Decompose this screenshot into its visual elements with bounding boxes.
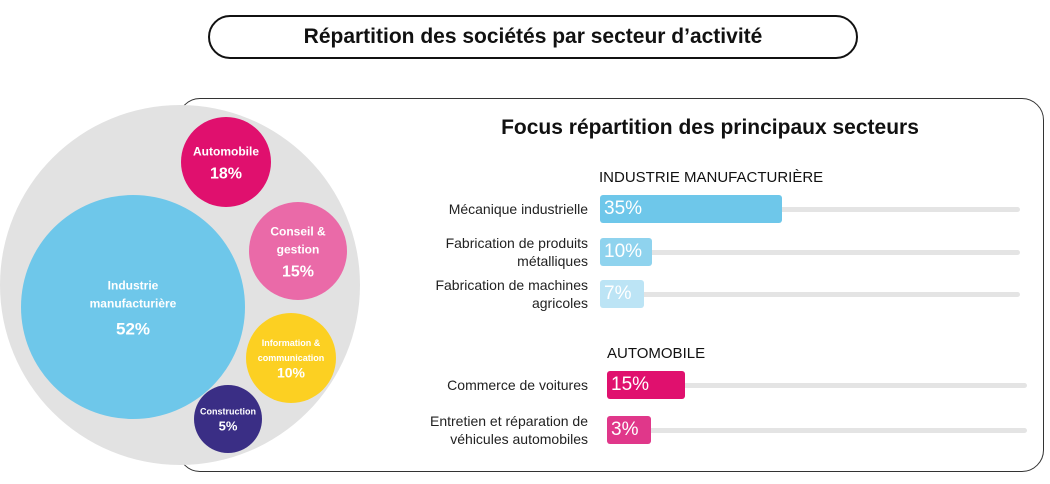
bubble-label-information-communication: communication: [258, 353, 325, 363]
bar-category-label: Fabrication de machines agricoles: [435, 277, 588, 311]
bar-track: [600, 250, 1020, 255]
bubble-label-industrie-manufacturiere: manufacturière: [90, 297, 177, 311]
bar-value-label: 3%: [611, 419, 639, 440]
bar: 3%: [607, 416, 651, 444]
bar-track: [607, 383, 1027, 388]
chart-title: Répartition des sociétés par secteur d’a…: [208, 15, 858, 59]
bar-track: [607, 428, 1027, 433]
bubble-automobile: [181, 117, 271, 207]
bubble-label-information-communication: Information &: [262, 338, 321, 348]
bar-value-label: 10%: [604, 241, 643, 262]
bar-value-label: 7%: [604, 283, 632, 304]
group-title: AUTOMOBILE: [607, 345, 706, 362]
bubble-value-industrie-manufacturiere: 52%: [116, 320, 150, 339]
bar-value-label: 35%: [604, 198, 643, 219]
bubble-label-construction: Construction: [200, 407, 256, 417]
bar-track: [600, 292, 1020, 297]
bar-category-label: Mécanique industrielle: [448, 201, 588, 217]
bubble-construction: [194, 385, 262, 453]
bubble-label-conseil-gestion: Conseil &: [270, 225, 326, 239]
bar-value-label: 15%: [611, 374, 650, 395]
bubble-value-construction: 5%: [219, 419, 238, 434]
bar-track: [600, 207, 1020, 212]
bar-category-label: Fabrication de produits métalliques: [445, 235, 588, 269]
bubble-value-automobile: 18%: [210, 165, 242, 182]
bubble-label-automobile: Automobile: [193, 145, 259, 159]
bubble-value-information-communication: 10%: [277, 364, 306, 380]
focus-title: Focus répartition des principaux secteur…: [501, 116, 919, 139]
bar-category-label: Entretien et réparation de véhicules auto…: [430, 413, 588, 447]
bar: 35%: [600, 195, 782, 223]
bubble-industrie-manufacturiere: [21, 195, 245, 419]
bubble-information-communication: [246, 313, 336, 403]
bubble-conseil-gestion: [249, 202, 347, 300]
bubble-value-conseil-gestion: 15%: [282, 263, 314, 280]
bar: 15%: [607, 371, 685, 399]
bar-category-label: Commerce de voitures: [447, 377, 588, 393]
bar: 10%: [600, 238, 652, 266]
group-title: INDUSTRIE MANUFACTURIÈRE: [599, 169, 824, 186]
bubble-label-industrie-manufacturiere: Industrie: [108, 279, 159, 293]
bar: 7%: [600, 280, 644, 308]
bubble-label-conseil-gestion: gestion: [277, 243, 320, 257]
